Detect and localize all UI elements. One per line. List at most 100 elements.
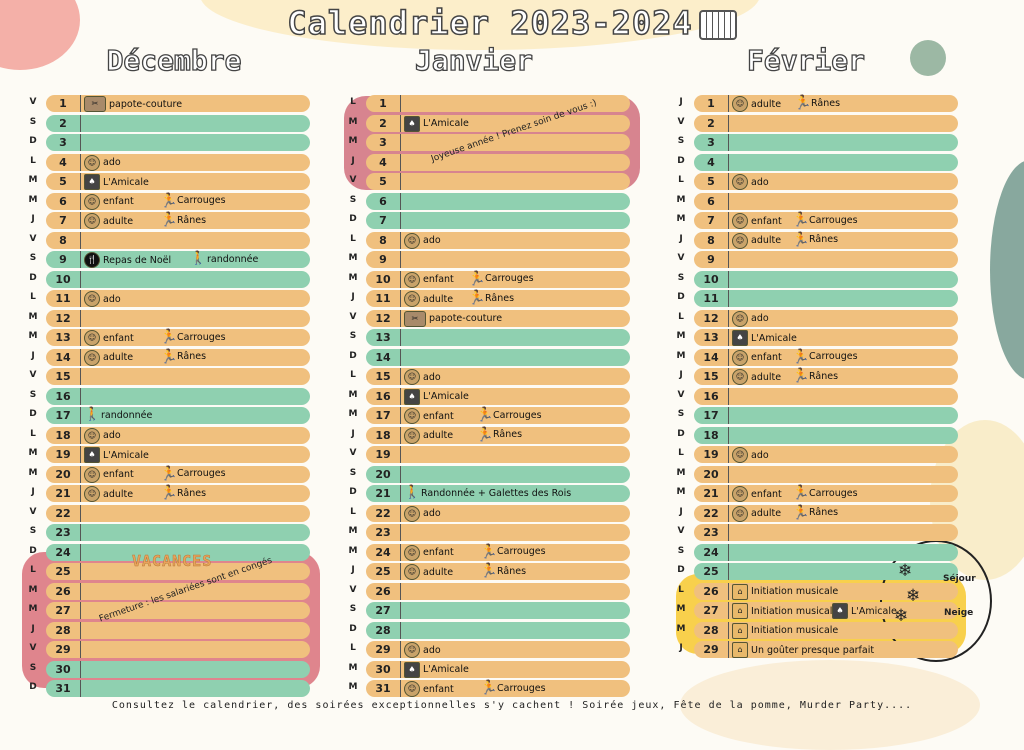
- event-item[interactable]: 🚶 Randonnée + Galettes des Rois: [404, 486, 571, 500]
- event-label: enfant: [751, 352, 782, 363]
- event-item[interactable]: ♠ L'Amicale: [84, 447, 149, 463]
- event-item[interactable]: 🏃 Rânes: [792, 233, 838, 247]
- event-item[interactable]: ⌂ Initiation musicale: [732, 603, 838, 619]
- divider: [400, 602, 401, 619]
- event-item[interactable]: ☺ enfant: [404, 544, 454, 561]
- divider: [400, 231, 401, 249]
- event-item[interactable]: ☺ adulte: [732, 505, 781, 522]
- day-number: 20: [55, 467, 71, 481]
- event-item[interactable]: 🍴 Repas de Noël: [84, 252, 171, 268]
- event-item[interactable]: 🏃 Carrouges: [792, 486, 858, 500]
- runner-icon: 🏃: [160, 485, 178, 501]
- event-item[interactable]: ☺ enfant: [84, 330, 134, 346]
- event-item[interactable]: ☺ enfant: [404, 271, 454, 288]
- event-item[interactable]: 🏃 Rânes: [792, 369, 838, 383]
- group-icon: ☺: [732, 310, 748, 327]
- divider: [80, 348, 81, 366]
- day-row: V 23: [676, 523, 966, 543]
- day-bar: [366, 270, 630, 288]
- event-item[interactable]: ☺ ado: [732, 174, 769, 190]
- event-item[interactable]: 🏃 Rânes: [160, 350, 206, 364]
- event-item[interactable]: ☺ adulte: [84, 486, 133, 502]
- event-item[interactable]: 🏃 Rânes: [794, 96, 840, 110]
- event-item[interactable]: ☺ adulte: [404, 564, 453, 580]
- event-item[interactable]: ☺ enfant: [404, 681, 454, 697]
- event-label: Initiation musicale: [751, 586, 839, 597]
- event-item[interactable]: 🏃 Carrouges: [792, 213, 858, 227]
- event-item[interactable]: ☺ adulte: [404, 291, 453, 307]
- decor-blob-teal: [990, 160, 1024, 380]
- weekday-letter: J: [679, 370, 683, 380]
- event-item[interactable]: 🏃 Carrouges: [160, 194, 226, 208]
- event-item[interactable]: 🏃 Carrouges: [476, 408, 542, 422]
- event-item[interactable]: ☺ adulte: [732, 96, 781, 112]
- event-item[interactable]: ⌂ Initiation musicale: [732, 622, 838, 639]
- event-item[interactable]: ☺ adulte: [84, 213, 133, 229]
- event-item[interactable]: 🏃 Carrouges: [480, 681, 546, 695]
- event-item[interactable]: ♠ L'Amicale: [404, 115, 469, 132]
- event-item[interactable]: ☺ ado: [404, 369, 441, 385]
- event-item[interactable]: ⌂ Un goûter presque parfait: [732, 642, 874, 658]
- event-item[interactable]: 🏃 Carrouges: [480, 545, 546, 559]
- event-item[interactable]: 🏃 Carrouges: [468, 272, 534, 286]
- event-item[interactable]: ☺ adulte: [732, 369, 781, 385]
- event-item[interactable]: ☺ enfant: [84, 193, 134, 210]
- event-item[interactable]: ☺ ado: [732, 310, 769, 327]
- day-bar: [694, 173, 958, 190]
- event-item[interactable]: 🏃 Rânes: [792, 506, 838, 520]
- event-item[interactable]: ☺ ado: [84, 154, 121, 171]
- event-item[interactable]: ☺ ado: [84, 291, 121, 307]
- day-number: 29: [703, 643, 719, 656]
- divider: [728, 173, 729, 190]
- day-bar: [46, 563, 310, 580]
- event-item[interactable]: ☺ ado: [404, 232, 441, 249]
- weekday-letter: V: [677, 253, 685, 263]
- weekend-bar: [366, 465, 630, 483]
- event-item[interactable]: ☺ ado: [404, 505, 441, 522]
- event-item[interactable]: ☺ ado: [84, 427, 121, 444]
- event-item[interactable]: 🏃 Rânes: [468, 291, 514, 305]
- event-item[interactable]: 🚶 randonnée: [190, 252, 258, 266]
- event-item[interactable]: ♠ L'Amicale: [84, 174, 149, 190]
- event-item[interactable]: 🏃 Carrouges: [792, 350, 858, 364]
- event-item[interactable]: 🚶 randonnée: [84, 408, 152, 422]
- day-bar: [366, 114, 630, 132]
- event-item[interactable]: ☺ ado: [404, 642, 441, 658]
- event-item[interactable]: 🏃 Carrouges: [160, 467, 226, 481]
- event-item[interactable]: ♠ L'Amicale: [404, 661, 469, 678]
- event-item[interactable]: 🏃 Rânes: [476, 428, 522, 442]
- event-item[interactable]: ♠ L'Amicale: [832, 603, 897, 619]
- group-icon: ☺: [732, 232, 748, 249]
- event-item[interactable]: ♠ L'Amicale: [732, 330, 797, 346]
- event-item[interactable]: 🏃 Carrouges: [160, 330, 226, 344]
- event-item[interactable]: ☺ enfant: [84, 466, 134, 483]
- day-row: M 13 ☺ enfant 🏃 Carrouges: [28, 328, 318, 348]
- event-item[interactable]: ☺ enfant: [732, 486, 782, 502]
- event-label: randonnée: [207, 253, 259, 265]
- day-bar: [694, 602, 958, 619]
- day-bar: [46, 153, 310, 171]
- event-item[interactable]: ☺ adulte: [84, 349, 133, 366]
- day-row: M 26: [28, 582, 318, 602]
- weekday-letter: D: [677, 565, 685, 575]
- event-item[interactable]: 🏃 Rânes: [480, 564, 526, 578]
- day-row: D 25: [676, 562, 966, 582]
- event-item[interactable]: ☺ enfant: [732, 213, 782, 229]
- event-item[interactable]: ☺ adulte: [732, 232, 781, 249]
- event-item[interactable]: 🏃 Rânes: [160, 213, 206, 227]
- event-item[interactable]: ⌂ Initiation musicale: [732, 583, 839, 600]
- event-item[interactable]: ♠ L'Amicale: [404, 388, 469, 405]
- day-bar: [366, 368, 630, 385]
- day-row: S 30: [28, 660, 318, 680]
- event-item[interactable]: ✂ papote-couture: [84, 96, 182, 112]
- day-row: V 16: [676, 387, 966, 407]
- event-item[interactable]: ☺ enfant: [404, 408, 454, 424]
- event-item[interactable]: ☺ ado: [732, 447, 769, 463]
- event-item[interactable]: 🏃 Rânes: [160, 486, 206, 500]
- calendar-column-decembre: V 1 ✂ papote-couture S 2 D 3 L 4 ☺ ado M 5 ♠ L'Amicale M…: [28, 94, 318, 699]
- event-item[interactable]: ✂ papote-couture: [404, 310, 502, 327]
- runner-icon: 🏃: [160, 465, 178, 482]
- divider: [400, 309, 401, 327]
- event-item[interactable]: ☺ adulte: [404, 427, 453, 444]
- event-item[interactable]: ☺ enfant: [732, 349, 782, 366]
